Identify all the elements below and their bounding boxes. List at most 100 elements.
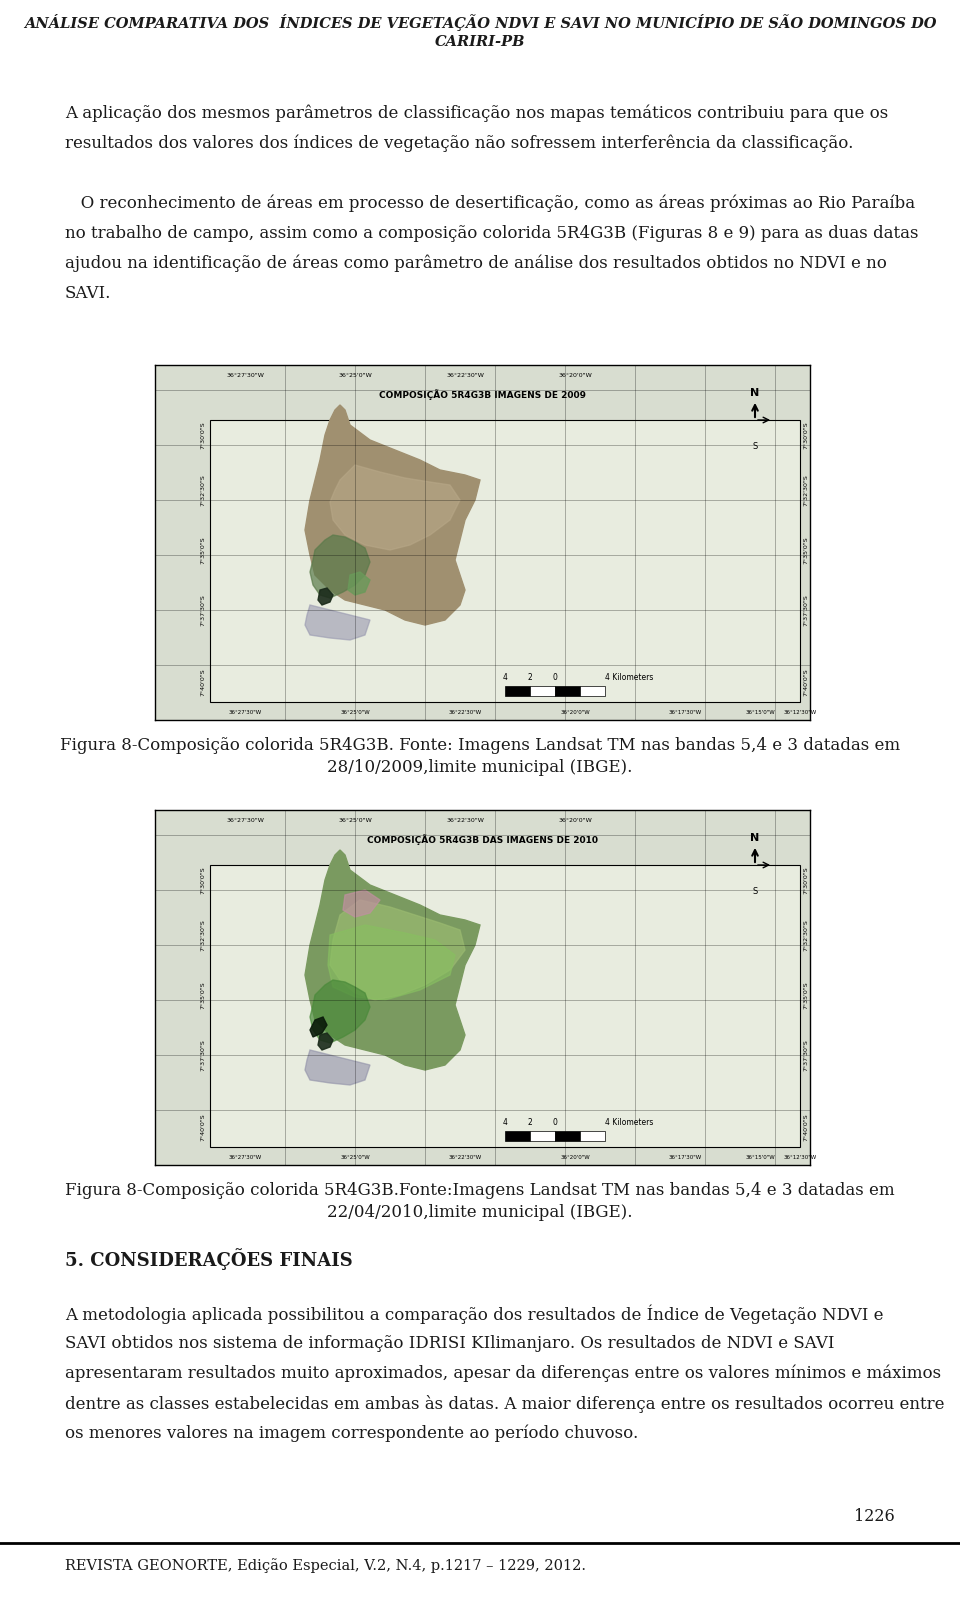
Text: COMPOSIÇÃO 5R4G3B DAS IMAGENS DE 2010: COMPOSIÇÃO 5R4G3B DAS IMAGENS DE 2010 <box>367 835 598 845</box>
Text: 7°35'0"S: 7°35'0"S <box>803 537 808 564</box>
Bar <box>580 687 605 696</box>
Polygon shape <box>343 890 380 917</box>
Text: 36°27'30"W: 36°27'30"W <box>228 1155 262 1159</box>
Text: REVISTA GEONORTE, Edição Especial, V.2, N.4, p.1217 – 1229, 2012.: REVISTA GEONORTE, Edição Especial, V.2, … <box>65 1559 586 1573</box>
Bar <box>580 1131 605 1140</box>
Polygon shape <box>330 901 465 1000</box>
Text: no trabalho de campo, assim como a composição colorida 5R4G3B (Figuras 8 e 9) pa: no trabalho de campo, assim como a compo… <box>65 225 919 243</box>
Text: A aplicação dos mesmos parâmetros de classificação nos mapas temáticos contribui: A aplicação dos mesmos parâmetros de cla… <box>65 105 888 123</box>
Text: 36°25'0"W: 36°25'0"W <box>340 711 370 715</box>
Text: 36°12'30"W: 36°12'30"W <box>783 1155 817 1159</box>
Polygon shape <box>305 1049 370 1084</box>
Text: 7°30'0"S: 7°30'0"S <box>200 422 205 449</box>
Polygon shape <box>348 572 370 596</box>
Text: 0: 0 <box>553 1118 558 1127</box>
Text: 36°15'0"W: 36°15'0"W <box>745 711 775 715</box>
Text: S: S <box>753 886 757 896</box>
Polygon shape <box>310 981 370 1043</box>
Polygon shape <box>318 588 333 605</box>
Bar <box>210 420 800 703</box>
Text: COMPOSIÇÃO 5R4G3B IMAGENS DE 2009: COMPOSIÇÃO 5R4G3B IMAGENS DE 2009 <box>379 390 586 401</box>
Text: 7°37'30"S: 7°37'30"S <box>803 1040 808 1072</box>
Bar <box>505 687 530 696</box>
Text: 4: 4 <box>503 672 508 682</box>
Text: 4: 4 <box>503 1118 508 1127</box>
Text: 7°30'0"S: 7°30'0"S <box>803 422 808 449</box>
Text: 5. CONSIDERAÇÕES FINAIS: 5. CONSIDERAÇÕES FINAIS <box>65 1247 352 1270</box>
Polygon shape <box>310 535 370 597</box>
Text: 36°25'0"W: 36°25'0"W <box>338 818 372 822</box>
Polygon shape <box>310 1017 327 1036</box>
Text: SAVI.: SAVI. <box>65 284 111 302</box>
Text: 4 Kilometers: 4 Kilometers <box>605 1118 654 1127</box>
Text: 2: 2 <box>528 1118 533 1127</box>
Text: 36°12'30"W: 36°12'30"W <box>783 711 817 715</box>
Text: 7°30'0"S: 7°30'0"S <box>803 866 808 894</box>
Text: resultados dos valores dos índices de vegetação não sofressem interferência da c: resultados dos valores dos índices de ve… <box>65 136 853 152</box>
Text: 7°30'0"S: 7°30'0"S <box>200 866 205 894</box>
Text: 28/10/2009,limite municipal (IBGE).: 28/10/2009,limite municipal (IBGE). <box>327 759 633 776</box>
Text: 7°40'0"S: 7°40'0"S <box>803 1113 808 1140</box>
Text: 36°27'30"W: 36°27'30"W <box>228 711 262 715</box>
Bar <box>530 1131 555 1140</box>
Text: S: S <box>753 442 757 450</box>
Text: CARIRI-PB: CARIRI-PB <box>435 35 525 50</box>
Text: 7°32'30"S: 7°32'30"S <box>803 474 808 506</box>
Text: 36°27'30"W: 36°27'30"W <box>226 374 264 378</box>
Polygon shape <box>318 1033 333 1049</box>
Text: 7°37'30"S: 7°37'30"S <box>200 1040 205 1072</box>
Text: 4 Kilometers: 4 Kilometers <box>605 672 654 682</box>
Text: 36°20'0"W: 36°20'0"W <box>558 818 592 822</box>
Bar <box>530 687 555 696</box>
Text: 7°32'30"S: 7°32'30"S <box>803 920 808 950</box>
Text: os menores valores na imagem correspondente ao período chuvoso.: os menores valores na imagem corresponde… <box>65 1425 638 1442</box>
Text: 36°20'0"W: 36°20'0"W <box>560 1155 589 1159</box>
Bar <box>505 1131 530 1140</box>
Text: 7°35'0"S: 7°35'0"S <box>200 537 205 564</box>
Text: 36°17'30"W: 36°17'30"W <box>668 1155 702 1159</box>
Text: 7°35'0"S: 7°35'0"S <box>200 981 205 1009</box>
Text: N: N <box>751 834 759 843</box>
Text: 7°40'0"S: 7°40'0"S <box>200 668 205 696</box>
Text: 36°22'30"W: 36°22'30"W <box>446 818 484 822</box>
Text: 0: 0 <box>553 672 558 682</box>
Text: 7°40'0"S: 7°40'0"S <box>200 1113 205 1140</box>
Text: N: N <box>751 388 759 398</box>
Bar <box>555 687 580 696</box>
Polygon shape <box>305 406 480 624</box>
Text: 36°17'30"W: 36°17'30"W <box>668 711 702 715</box>
Text: dentre as classes estabelecidas em ambas às datas. A maior diferença entre os re: dentre as classes estabelecidas em ambas… <box>65 1396 945 1413</box>
Text: SAVI obtidos nos sistema de informação IDRISI KIlimanjaro. Os resultados de NDVI: SAVI obtidos nos sistema de informação I… <box>65 1335 834 1353</box>
Text: 7°40'0"S: 7°40'0"S <box>803 668 808 696</box>
Text: 7°32'30"S: 7°32'30"S <box>200 920 205 950</box>
Text: 7°32'30"S: 7°32'30"S <box>200 474 205 506</box>
Text: ajudou na identificação de áreas como parâmetro de análise dos resultados obtido: ajudou na identificação de áreas como pa… <box>65 256 887 273</box>
Text: 36°25'0"W: 36°25'0"W <box>338 374 372 378</box>
Text: 1226: 1226 <box>854 1508 895 1525</box>
Text: 36°25'0"W: 36°25'0"W <box>340 1155 370 1159</box>
Polygon shape <box>305 605 370 640</box>
Text: A metodologia aplicada possibilitou a comparação dos resultados de Índice de Veg: A metodologia aplicada possibilitou a co… <box>65 1305 883 1324</box>
Bar <box>555 1131 580 1140</box>
Text: 36°15'0"W: 36°15'0"W <box>745 1155 775 1159</box>
Text: 36°22'30"W: 36°22'30"W <box>448 711 482 715</box>
Text: 2: 2 <box>528 672 533 682</box>
Text: 7°37'30"S: 7°37'30"S <box>200 594 205 626</box>
Text: Figura 8-Composição colorida 5R4G3B. Fonte: Imagens Landsat TM nas bandas 5,4 e : Figura 8-Composição colorida 5R4G3B. Fon… <box>60 736 900 754</box>
Text: 7°37'30"S: 7°37'30"S <box>803 594 808 626</box>
Text: 36°27'30"W: 36°27'30"W <box>226 818 264 822</box>
Text: ANÁLISE COMPARATIVA DOS  ÍNDICES DE VEGETAÇÃO NDVI E SAVI NO MUNICÍPIO DE SÃO DO: ANÁLISE COMPARATIVA DOS ÍNDICES DE VEGET… <box>24 14 936 30</box>
Text: 22/04/2010,limite municipal (IBGE).: 22/04/2010,limite municipal (IBGE). <box>327 1204 633 1222</box>
Polygon shape <box>328 925 455 1000</box>
Polygon shape <box>330 465 460 549</box>
Polygon shape <box>305 850 480 1070</box>
Bar <box>210 866 800 1147</box>
Text: apresentaram resultados muito aproximados, apesar da diferenças entre os valores: apresentaram resultados muito aproximado… <box>65 1365 941 1383</box>
Text: 36°22'30"W: 36°22'30"W <box>446 374 484 378</box>
Text: O reconhecimento de áreas em processo de desertificação, como as áreas próximas : O reconhecimento de áreas em processo de… <box>65 195 915 212</box>
Text: 36°22'30"W: 36°22'30"W <box>448 1155 482 1159</box>
Text: 7°35'0"S: 7°35'0"S <box>803 981 808 1009</box>
Text: Figura 8-Composição colorida 5R4G3B.Fonte:Imagens Landsat TM nas bandas 5,4 e 3 : Figura 8-Composição colorida 5R4G3B.Font… <box>65 1182 895 1199</box>
Text: 36°20'0"W: 36°20'0"W <box>558 374 592 378</box>
Text: 36°20'0"W: 36°20'0"W <box>560 711 589 715</box>
